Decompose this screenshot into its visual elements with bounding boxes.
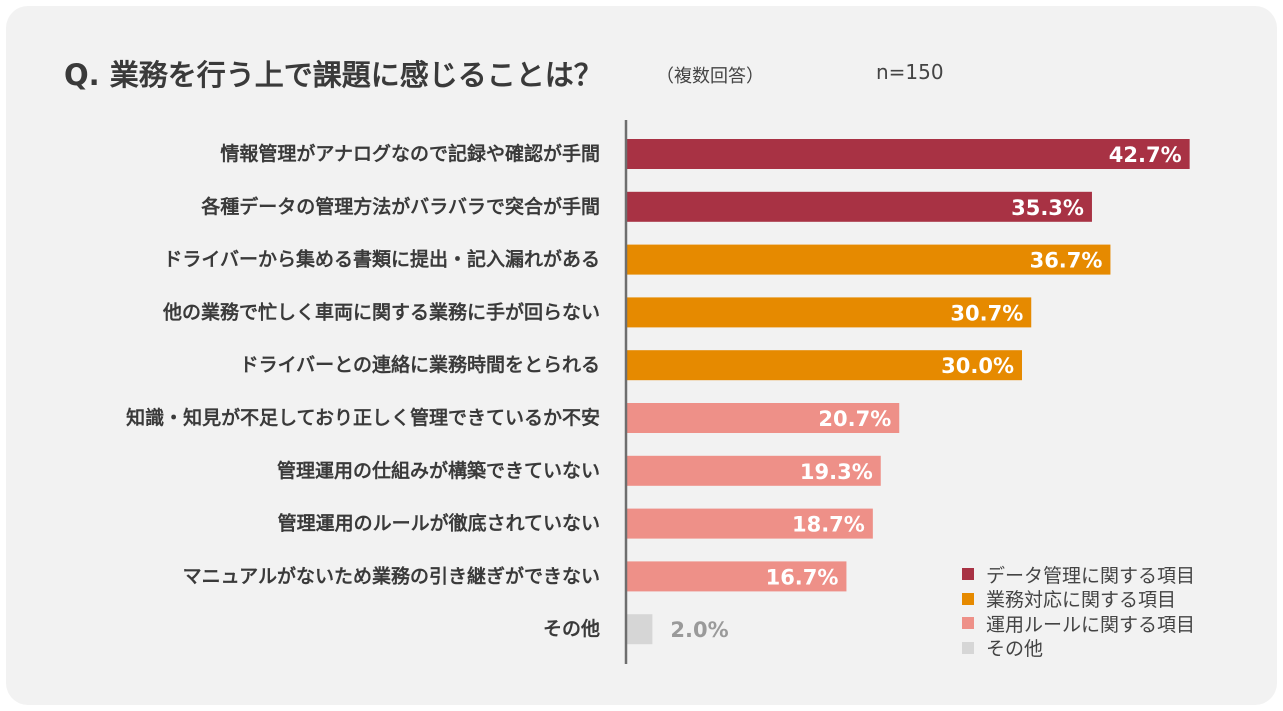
category-label: 他の業務で忙しく車両に関する業務に手が回らない	[162, 300, 600, 323]
legend-swatch	[962, 641, 974, 654]
bar	[626, 614, 653, 645]
value-label: 16.7%	[766, 565, 839, 589]
legend-label: データ管理に関する項目	[986, 564, 1196, 587]
bar	[626, 191, 1092, 222]
legend-label: 業務対応に関する項目	[986, 589, 1177, 612]
bar	[626, 297, 1032, 328]
bar	[626, 403, 900, 433]
chart-subtitle: （複数回答）	[656, 66, 764, 87]
legend-label: その他	[986, 638, 1044, 661]
value-label: 30.7%	[950, 301, 1023, 325]
value-label: 30.0%	[941, 354, 1014, 378]
value-label: 35.3%	[1011, 196, 1084, 220]
legend-item: データ管理に関する項目	[962, 562, 1195, 587]
legend-swatch	[962, 617, 974, 630]
chart-title: Q. 業務を行う上で課題に感じることは？	[64, 58, 603, 92]
legend-label: 運用ルールに関する項目	[986, 613, 1196, 636]
category-label: 各種データの管理方法がバラバラで突合が手間	[200, 195, 600, 218]
category-label: 情報管理がアナログなので記録や確認が手間	[220, 142, 600, 165]
value-label: 36.7%	[1030, 249, 1103, 273]
bar	[626, 561, 847, 592]
value-label: 20.7%	[818, 407, 891, 431]
legend-swatch	[962, 592, 974, 605]
bar	[626, 350, 1022, 381]
legend-item: 業務対応に関する項目	[962, 587, 1195, 612]
category-label: その他	[543, 617, 600, 640]
category-label: 管理運用のルールが徹底されていない	[278, 512, 600, 535]
value-label: 42.7%	[1109, 143, 1182, 167]
sample-size: n=150	[876, 60, 944, 84]
legend-item: 運用ルールに関する項目	[962, 611, 1195, 636]
category-label: 管理運用の仕組みが構築できていない	[277, 459, 600, 482]
category-label: ドライバーとの連絡に業務時間をとられる	[240, 353, 600, 376]
category-label: ドライバーから集める書類に提出・記入漏れがある	[163, 248, 600, 271]
bar	[626, 455, 881, 486]
legend-item: その他	[962, 636, 1195, 661]
bar	[626, 244, 1111, 275]
value-label: 2.0%	[670, 618, 728, 642]
bar	[626, 508, 873, 539]
value-label: 19.3%	[800, 460, 873, 484]
category-label: 知識・知見が不足しており正しく管理できているか不安	[126, 406, 600, 429]
category-label: マニュアルがないため業務の引き継ぎができない	[183, 564, 600, 587]
legend-swatch	[962, 568, 974, 581]
value-label: 18.7%	[792, 513, 865, 537]
bar	[626, 139, 1190, 169]
legend: データ管理に関する項目 業務対応に関する項目 運用ルールに関する項目 その他	[962, 562, 1195, 660]
